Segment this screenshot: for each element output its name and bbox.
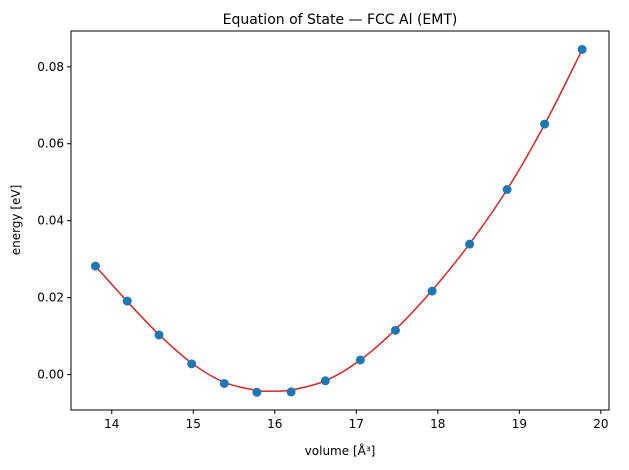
x-tick-label: 16	[267, 417, 282, 431]
x-tick-label: 20	[593, 417, 608, 431]
chart-title: Equation of State — FCC Al (EMT)	[223, 12, 458, 28]
x-tick-label: 18	[430, 417, 445, 431]
data-point	[465, 239, 475, 249]
y-tick-label: 0.02	[37, 291, 64, 305]
x-tick-label: 15	[186, 417, 201, 431]
y-tick-label: 0.00	[37, 368, 64, 382]
series-layer	[90, 44, 587, 397]
data-point	[90, 261, 100, 271]
data-point	[320, 376, 330, 386]
y-tick-label: 0.04	[37, 214, 64, 228]
x-tick-label: 19	[512, 417, 527, 431]
y-tick-label: 0.08	[37, 60, 64, 74]
x-axis-ticks: 14 15 16 17 18 19 20	[104, 410, 608, 431]
plot-area: 14 15 16 17 18 19 20 0.00 0.02 0.04 0.06 0.08	[37, 30, 610, 431]
data-point	[355, 355, 365, 365]
y-axis-label: energy [eV]	[9, 185, 23, 256]
data-point	[502, 185, 512, 195]
data-point	[154, 330, 164, 340]
y-tick-label: 0.06	[37, 137, 64, 151]
data-point	[427, 286, 437, 296]
x-axis-label: volume [Å³]	[305, 443, 376, 458]
x-tick-label: 14	[104, 417, 119, 431]
data-point	[390, 325, 400, 335]
x-tick-label: 17	[349, 417, 364, 431]
data-point	[187, 359, 197, 369]
data-point	[122, 296, 132, 306]
data-point	[286, 387, 296, 397]
data-point	[577, 44, 587, 54]
y-axis-ticks: 0.00 0.02 0.04 0.06 0.08	[37, 60, 71, 382]
fit-curve-line	[94, 49, 583, 393]
data-point	[540, 119, 550, 129]
data-point	[252, 387, 262, 397]
data-point	[219, 378, 229, 388]
